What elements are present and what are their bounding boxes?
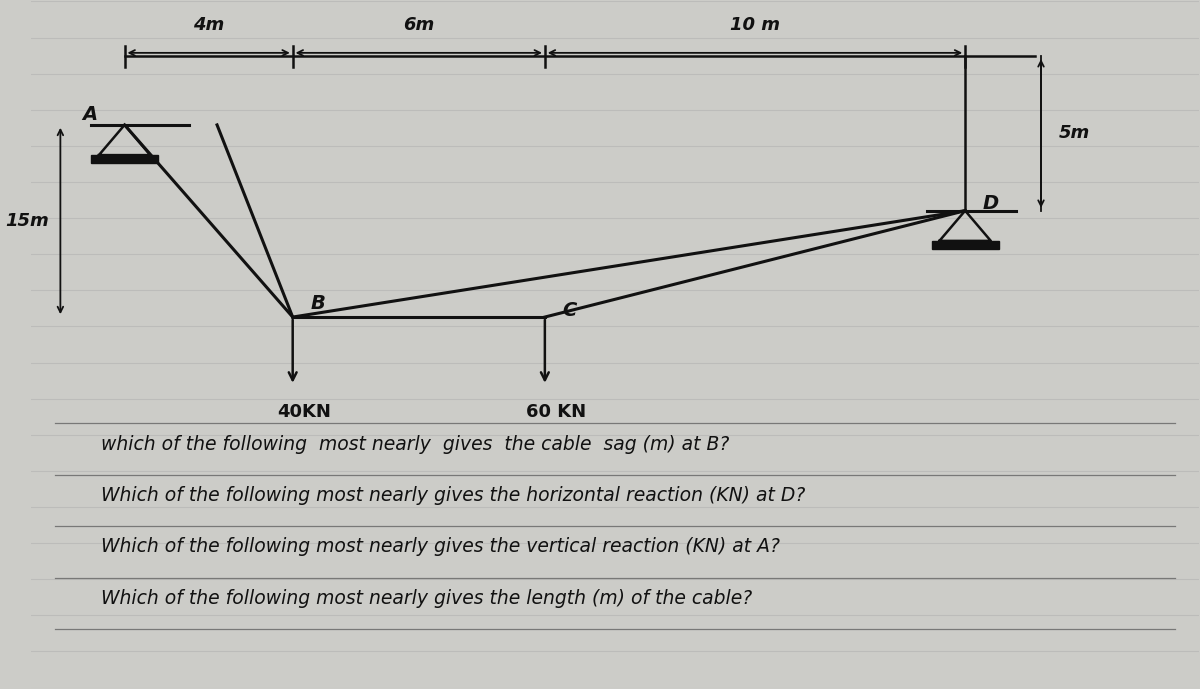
Text: which of the following  most nearly  gives  the cable  sag (m) at B?: which of the following most nearly gives… bbox=[101, 435, 730, 453]
Text: Which of the following most nearly gives the length (m) of the cable?: Which of the following most nearly gives… bbox=[101, 589, 752, 608]
Text: 5m: 5m bbox=[1058, 125, 1090, 143]
Bar bbox=[91, 155, 158, 163]
Text: Which of the following most nearly gives the vertical reaction (KN) at A?: Which of the following most nearly gives… bbox=[101, 537, 780, 557]
Text: A: A bbox=[82, 105, 97, 124]
Text: 60 KN: 60 KN bbox=[527, 403, 587, 421]
Text: 40KN: 40KN bbox=[277, 403, 331, 421]
Text: 6m: 6m bbox=[403, 17, 434, 34]
Text: C: C bbox=[563, 300, 577, 320]
Text: D: D bbox=[983, 194, 998, 214]
Text: Which of the following most nearly gives the horizontal reaction (KN) at D?: Which of the following most nearly gives… bbox=[101, 486, 805, 505]
Text: B: B bbox=[311, 294, 325, 313]
Text: 15m: 15m bbox=[5, 212, 49, 230]
Bar bbox=[931, 241, 998, 249]
Text: 4m: 4m bbox=[193, 17, 224, 34]
Text: 10 m: 10 m bbox=[730, 17, 780, 34]
